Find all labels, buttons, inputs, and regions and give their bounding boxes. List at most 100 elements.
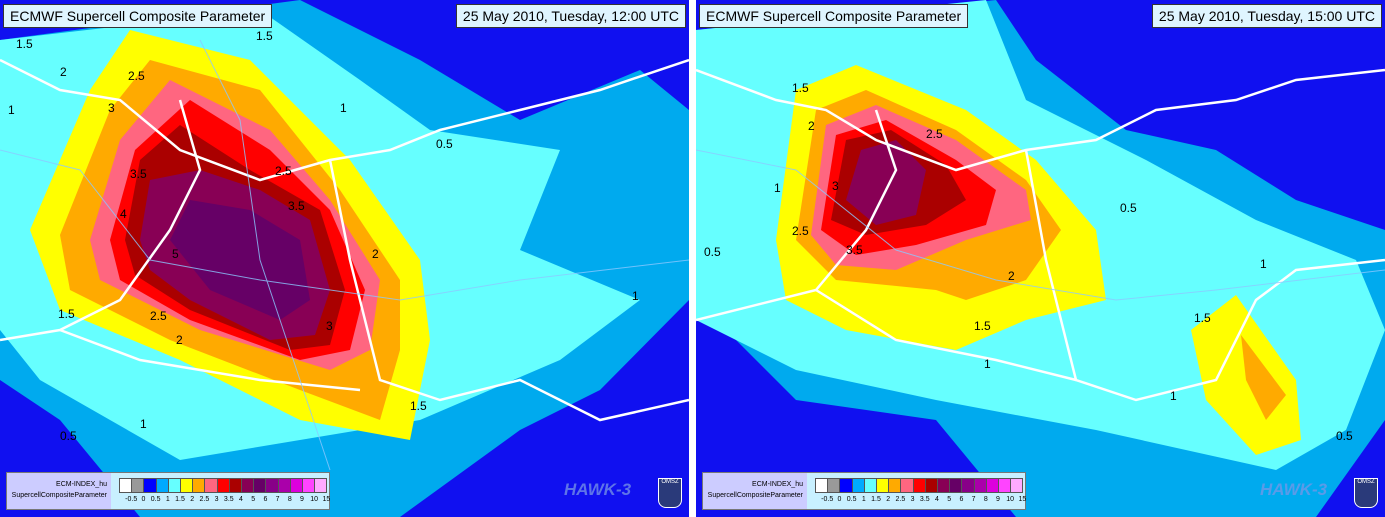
scp-contour-map: 1.5 2 2.5 3 3.5 4 5 2.5 3.5 2 1.5 1 0.5 … bbox=[0, 0, 689, 517]
legend-swatch bbox=[204, 478, 218, 493]
hawk3-watermark: HAWK-3 bbox=[564, 480, 632, 499]
legend-swatch bbox=[888, 478, 902, 493]
legend-swatch bbox=[827, 478, 841, 493]
contour-label: 1.5 bbox=[58, 307, 75, 321]
legend-tick-label: 2.5 bbox=[199, 496, 210, 503]
contour-label: 1.5 bbox=[16, 37, 33, 51]
contour-label: 1 bbox=[1170, 389, 1177, 403]
legend-tick-label: 9 bbox=[300, 496, 304, 503]
legend-swatch bbox=[839, 478, 853, 493]
legend-tick-label: 10 bbox=[1006, 496, 1015, 503]
hawk3-watermark: HAWK-3 bbox=[1260, 480, 1328, 499]
contour-label: 2 bbox=[1008, 269, 1015, 283]
legend-tick-label: 10 bbox=[310, 496, 319, 503]
map-datetime: 25 May 2010, Tuesday, 15:00 UTC bbox=[1151, 4, 1382, 28]
contour-label: 3 bbox=[832, 179, 839, 193]
contour-label: 5 bbox=[172, 247, 179, 261]
legend-swatch bbox=[228, 478, 242, 493]
legend-tick-label: 5 bbox=[251, 496, 256, 503]
legend-tick-label: 1.5 bbox=[871, 496, 881, 503]
contour-label: 0.5 bbox=[704, 245, 721, 259]
legend-label: ECM-INDEX_hu SupercellCompositeParameter bbox=[7, 473, 111, 509]
contour-label: 1 bbox=[1260, 257, 1267, 271]
legend-swatch bbox=[985, 478, 999, 493]
contour-label: 2.5 bbox=[275, 164, 292, 178]
legend-swatch bbox=[167, 478, 181, 493]
legend-tick-label: 3.5 bbox=[919, 496, 930, 503]
legend-swatch bbox=[143, 478, 157, 493]
contour-label: 1 bbox=[632, 289, 639, 303]
legend-tick-label: 0.5 bbox=[846, 496, 857, 503]
legend-swatch bbox=[912, 478, 926, 493]
contour-label: 4 bbox=[120, 207, 127, 221]
legend-tick-label: 2.5 bbox=[895, 496, 906, 503]
legend-tick-label: 1 bbox=[861, 496, 866, 503]
legend-swatch bbox=[265, 478, 279, 493]
legend-tick-label: 6 bbox=[263, 496, 268, 503]
legend-tick-label: 0 bbox=[141, 496, 146, 503]
scp-contour-map: 1.5 2 2.5 3 3.5 2.5 2 1.5 1 0.5 1 1.5 1 … bbox=[696, 0, 1385, 517]
contour-label: 1 bbox=[984, 357, 991, 371]
map-title: ECMWF Supercell Composite Parameter bbox=[699, 4, 969, 28]
legend-swatch bbox=[216, 478, 230, 493]
contour-label: 2.5 bbox=[926, 127, 943, 141]
color-legend: ECM-INDEX_hu SupercellCompositeParameter … bbox=[6, 472, 330, 510]
contour-label: 2 bbox=[808, 119, 815, 133]
legend-swatch bbox=[961, 478, 975, 493]
contour-label: 3 bbox=[108, 101, 115, 115]
legend-tick-label: 7 bbox=[971, 496, 976, 503]
contour-label: 1.5 bbox=[792, 81, 809, 95]
contour-label: 3.5 bbox=[846, 243, 863, 257]
color-legend: ECM-INDEX_hu SupercellCompositeParameter … bbox=[702, 472, 1026, 510]
legend-tick-label: 2 bbox=[886, 496, 891, 503]
legend-tick-label: 15 bbox=[322, 496, 331, 503]
map-panel-1200: 1.5 2 2.5 3 3.5 4 5 2.5 3.5 2 1.5 1 0.5 … bbox=[0, 0, 689, 517]
contour-label: 2 bbox=[60, 65, 67, 79]
legend-swatch bbox=[289, 478, 303, 493]
contour-label: 0.5 bbox=[436, 137, 453, 151]
legend-tick-label: 5 bbox=[947, 496, 952, 503]
legend-label: ECM-INDEX_hu SupercellCompositeParameter bbox=[703, 473, 807, 509]
omsz-logo: OMSZ bbox=[658, 478, 682, 508]
contour-label: 1.5 bbox=[410, 399, 427, 413]
legend-swatch bbox=[314, 478, 328, 493]
contour-label: 3.5 bbox=[288, 199, 305, 213]
legend-tick-label: -0.5 bbox=[821, 496, 834, 503]
legend-tick-label: 0 bbox=[837, 496, 842, 503]
contour-label: 2 bbox=[372, 247, 379, 261]
legend-tick-label: -0.5 bbox=[125, 496, 138, 503]
contour-label: 1 bbox=[774, 181, 781, 195]
legend-swatch bbox=[949, 478, 963, 493]
legend-tick-label: 6 bbox=[959, 496, 964, 503]
contour-label: 1.5 bbox=[974, 319, 991, 333]
legend-tick-label: 9 bbox=[996, 496, 1000, 503]
legend-tick-label: 3 bbox=[910, 496, 915, 503]
legend-swatch bbox=[851, 478, 865, 493]
legend-tick-label: 0.5 bbox=[150, 496, 161, 503]
legend-swatch bbox=[973, 478, 987, 493]
legend-swatch bbox=[192, 478, 206, 493]
contour-label: 1.5 bbox=[256, 29, 273, 43]
contour-label: 2.5 bbox=[792, 224, 809, 238]
contour-label: 1.5 bbox=[1194, 311, 1211, 325]
legend-swatch bbox=[131, 478, 145, 493]
legend-tick-label: 8 bbox=[983, 496, 988, 503]
legend-tick-label: 1.5 bbox=[175, 496, 185, 503]
legend-swatch bbox=[155, 478, 169, 493]
legend-tick-label: 3.5 bbox=[223, 496, 234, 503]
contour-label: 3.5 bbox=[130, 167, 147, 181]
legend-tick-label: 7 bbox=[275, 496, 280, 503]
contour-label: 0.5 bbox=[1336, 429, 1353, 443]
legend-swatch bbox=[253, 478, 267, 493]
legend-tick-label: 2 bbox=[190, 496, 195, 503]
legend-swatch bbox=[1010, 478, 1024, 493]
map-datetime: 25 May 2010, Tuesday, 12:00 UTC bbox=[455, 4, 686, 28]
omsz-logo: OMSZ bbox=[1354, 478, 1378, 508]
legend-swatch bbox=[863, 478, 877, 493]
legend-swatch bbox=[277, 478, 291, 493]
map-panel-1500: 1.5 2 2.5 3 3.5 2.5 2 1.5 1 0.5 1 1.5 1 … bbox=[696, 0, 1385, 517]
contour-label: 2.5 bbox=[150, 309, 167, 323]
contour-label: 3 bbox=[326, 319, 333, 333]
legend-swatch bbox=[900, 478, 914, 493]
contour-label: 1 bbox=[8, 103, 15, 117]
